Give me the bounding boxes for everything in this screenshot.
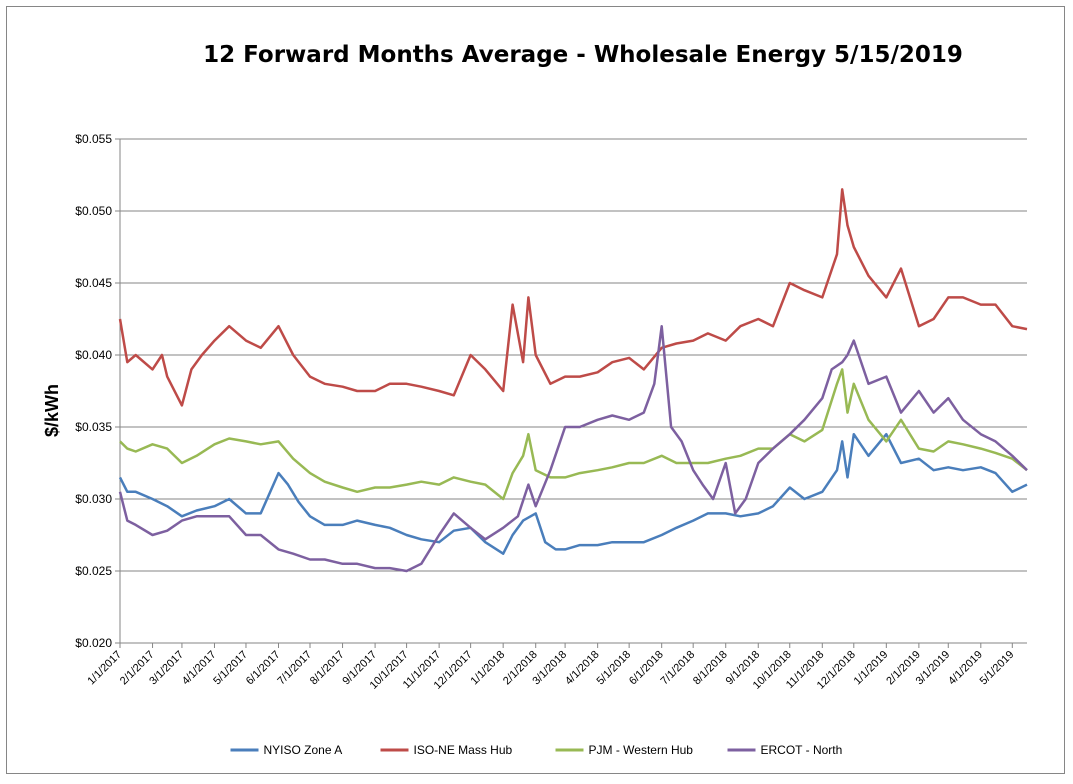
x-tick-label: 7/1/2018: [659, 649, 698, 688]
y-tick-label: $0.045: [75, 276, 112, 290]
axes: [115, 138, 1027, 648]
x-tick-label: 1/1/2018: [469, 649, 508, 688]
x-tick-label: 7/1/2017: [275, 649, 314, 688]
chart-title: 12 Forward Months Average - Wholesale En…: [203, 42, 963, 68]
y-tick-label: $0.050: [75, 204, 112, 218]
y-tick-label: $0.035: [75, 420, 112, 434]
series-line-nyiso-zone-a: [118, 432, 1028, 555]
y-tick-label: $0.025: [75, 564, 112, 578]
legend-label: ERCOT - North: [761, 743, 843, 757]
x-tick-label: 5/1/2019: [978, 649, 1017, 688]
x-tick-labels: 1/1/20172/1/20173/1/20174/1/20175/1/2017…: [85, 649, 1016, 692]
x-tick-label: 8/1/2017: [308, 649, 347, 688]
series-line-ercot-north: [118, 324, 1028, 573]
x-tick-label: 1/1/2019: [852, 649, 891, 688]
x-tick-label: 5/1/2018: [594, 649, 633, 688]
legend: NYISO Zone A ISO-NE Mass Hub PJM - Western…: [230, 743, 843, 757]
legend-label: ISO-NE Mass Hub: [414, 743, 513, 757]
y-tick-labels: $0.020 $0.025 $0.030 $0.035 $0.040 $0.045 $0.0…: [75, 132, 112, 650]
series-lines: [118, 188, 1028, 573]
y-tick-label: $0.055: [75, 132, 112, 146]
series-line-pjm-western-hub: [119, 368, 1028, 501]
y-tick-label: $0.040: [75, 348, 112, 362]
legend-label: PJM - Western Hub: [589, 743, 694, 757]
y-tick-label: $0.020: [75, 636, 112, 650]
gridlines: [120, 138, 1027, 572]
legend-label: NYISO Zone A: [264, 743, 343, 757]
y-tick-label: $0.030: [75, 492, 112, 506]
x-tick-label: 5/1/2017: [211, 649, 250, 688]
x-tick-label: 1/1/2017: [85, 649, 124, 688]
series-line-iso-ne-mass-hub: [118, 188, 1028, 407]
x-tick-label: 8/1/2018: [691, 649, 730, 688]
